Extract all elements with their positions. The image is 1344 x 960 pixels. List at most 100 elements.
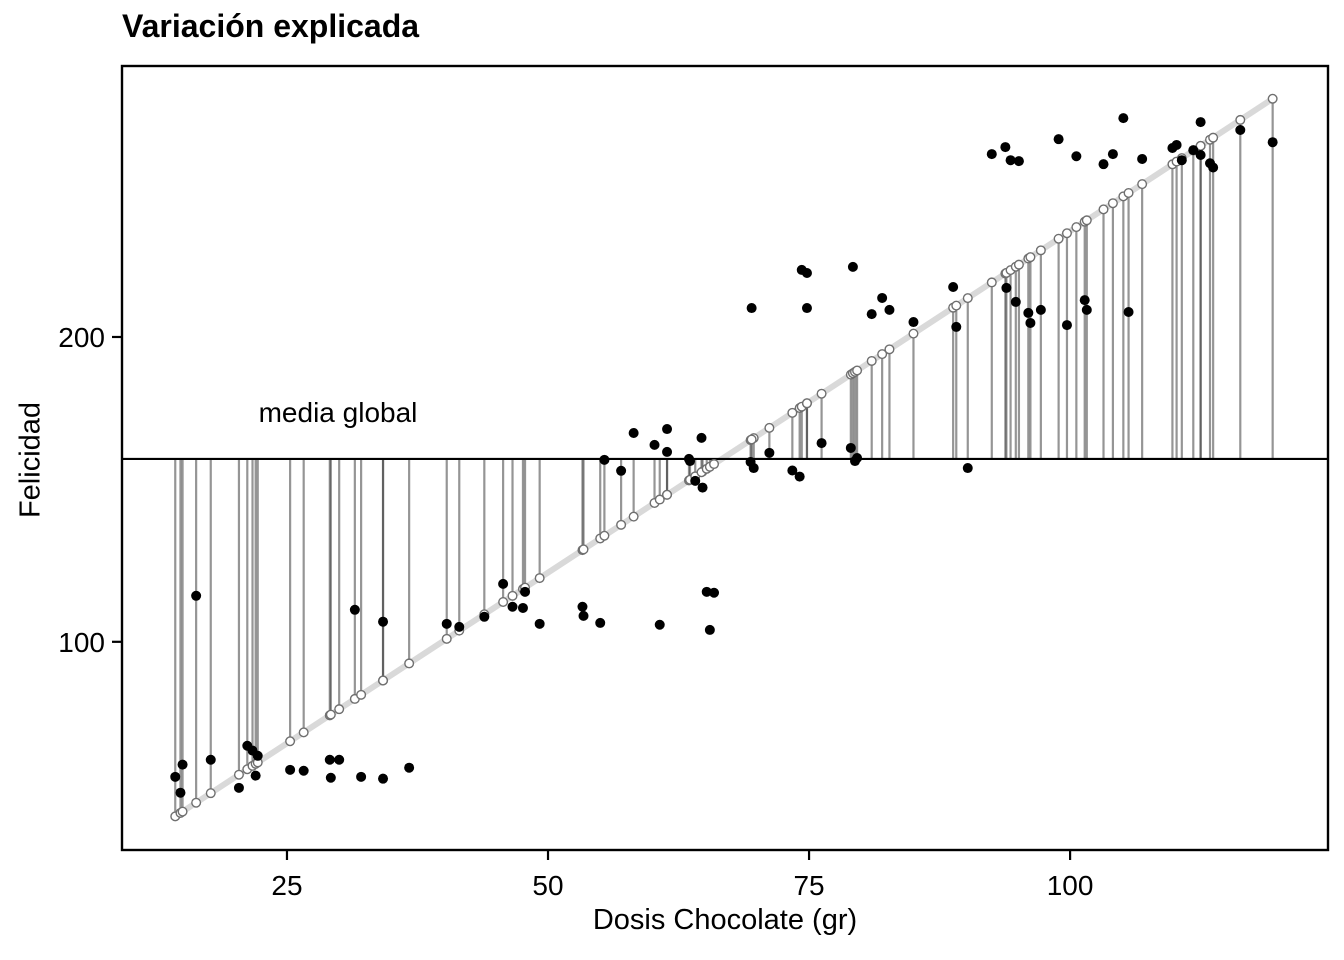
data-point — [577, 601, 588, 612]
data-point — [1010, 296, 1021, 307]
x-tick-label: 50 — [532, 870, 563, 901]
data-point — [520, 586, 531, 597]
data-point — [1000, 142, 1011, 153]
data-point — [649, 439, 660, 450]
y-tick-label: 200 — [58, 322, 105, 353]
fitted-value-marker — [498, 596, 509, 607]
fitted-value-marker — [378, 675, 389, 686]
data-point — [1208, 162, 1219, 173]
data-point — [534, 618, 545, 629]
y-tick-label: 100 — [58, 627, 105, 658]
data-point — [1035, 304, 1046, 315]
data-point — [866, 309, 877, 320]
data-point — [696, 432, 707, 443]
fitted-value-marker — [599, 530, 610, 541]
fitted-value-marker — [356, 689, 367, 700]
fitted-value-marker — [1081, 215, 1092, 226]
data-point — [378, 616, 389, 627]
fitted-value-marker — [908, 328, 919, 339]
fitted-value-marker — [1071, 222, 1082, 233]
data-point — [250, 770, 261, 781]
data-point — [1098, 159, 1109, 170]
fitted-value-marker — [1208, 132, 1219, 143]
data-point — [441, 618, 452, 629]
data-point — [948, 281, 959, 292]
data-point — [191, 590, 202, 601]
data-point — [1023, 307, 1034, 318]
fitted-value-marker — [334, 704, 345, 715]
fitted-value-marker — [764, 422, 775, 433]
data-point — [599, 454, 610, 465]
fitted-value-marker — [884, 344, 895, 355]
data-point — [595, 617, 606, 628]
data-point — [877, 292, 888, 303]
data-point — [746, 303, 757, 314]
fitted-value-marker — [986, 277, 997, 288]
fitted-value-marker — [616, 519, 627, 530]
data-point — [205, 754, 216, 765]
data-point — [334, 754, 345, 765]
fitted-value-marker — [866, 355, 877, 366]
data-point — [1005, 155, 1016, 166]
data-point — [852, 453, 863, 463]
data-point — [628, 428, 639, 439]
fitted-value-marker — [801, 398, 812, 409]
data-point — [847, 261, 858, 272]
fitted-value-marker — [1267, 93, 1278, 104]
data-point — [704, 624, 715, 635]
data-point — [349, 604, 360, 615]
data-point — [404, 762, 415, 773]
data-point — [794, 471, 805, 482]
data-point — [616, 465, 627, 476]
data-point — [709, 587, 720, 598]
data-point — [507, 601, 518, 612]
data-point — [701, 586, 712, 597]
fitted-value-marker — [1098, 204, 1109, 215]
data-point — [1081, 304, 1092, 315]
fitted-value-marker — [877, 349, 888, 360]
fitted-value-marker — [1035, 245, 1046, 256]
x-tick-label: 75 — [793, 870, 824, 901]
data-point — [1188, 145, 1199, 156]
fitted-value-marker — [787, 407, 798, 418]
fitted-value-marker — [441, 633, 452, 644]
fitted-value-marker — [1025, 252, 1036, 263]
data-point — [1171, 139, 1182, 150]
mean-annotation: media global — [258, 397, 418, 428]
data-point — [356, 771, 367, 782]
data-point — [801, 303, 812, 314]
data-point — [787, 465, 798, 476]
data-point — [479, 611, 490, 622]
data-point — [962, 463, 973, 474]
fitted-value-marker — [191, 797, 202, 808]
fitted-value-marker — [1235, 114, 1246, 125]
data-point — [1079, 295, 1090, 306]
data-point — [697, 482, 708, 493]
data-point — [1061, 320, 1072, 331]
fitted-value-marker — [654, 494, 665, 505]
data-point — [233, 782, 244, 793]
data-point — [801, 267, 812, 278]
panel-border — [120, 64, 1330, 852]
fitted-value-marker — [662, 489, 673, 500]
fitted-value-marker — [951, 300, 962, 311]
fitted-value-marker — [1137, 179, 1148, 190]
fitted-value-marker — [852, 365, 863, 376]
data-point — [908, 317, 919, 328]
fitted-value-marker — [578, 544, 589, 555]
data-point — [654, 619, 665, 630]
data-point — [177, 759, 188, 770]
data-point — [1137, 153, 1148, 164]
fitted-value-marker — [628, 511, 639, 522]
fitted-value-marker — [1061, 228, 1072, 239]
data-point — [325, 772, 336, 783]
fitted-value-marker — [1053, 233, 1064, 244]
data-point — [1195, 150, 1206, 161]
data-point — [517, 602, 528, 613]
data-point — [1118, 113, 1129, 124]
fitted-value-marker — [285, 736, 296, 747]
data-point — [884, 304, 895, 315]
fitted-value-marker — [233, 769, 244, 780]
fitted-value-marker — [962, 293, 973, 304]
